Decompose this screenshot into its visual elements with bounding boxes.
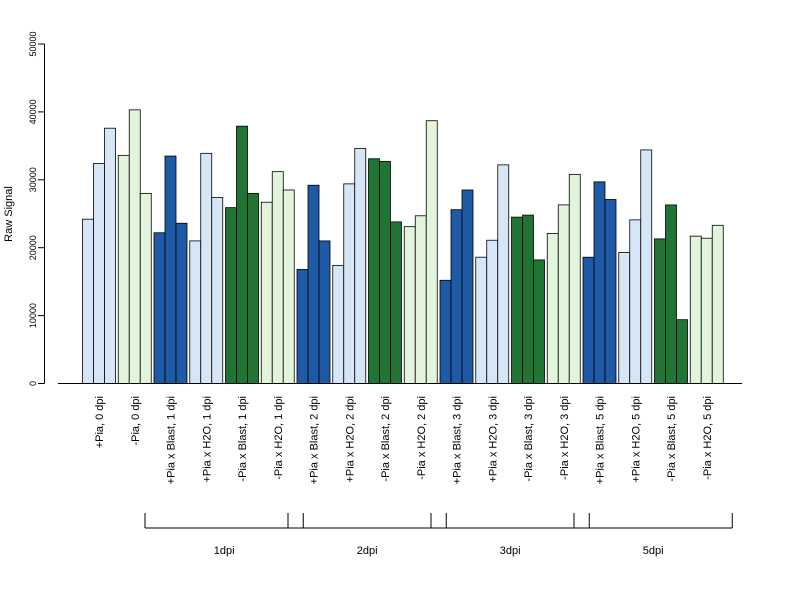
bar xyxy=(307,184,320,384)
x-tick-label: +Pia x Blast, 5 dpi xyxy=(595,396,607,484)
bar xyxy=(139,192,152,384)
x-tick-label: +Pia, 0 dpi xyxy=(94,396,106,448)
bar xyxy=(164,155,177,384)
y-tick-label: 10000 xyxy=(28,303,38,328)
bar xyxy=(629,219,642,384)
bar xyxy=(486,239,499,384)
bar xyxy=(318,240,331,384)
x-tick-label: +Pia x H2O, 1 dpi xyxy=(201,396,213,483)
x-tick-label: +Pia x H2O, 5 dpi xyxy=(630,396,642,483)
day-group-label: 2dpi xyxy=(357,545,378,557)
bar xyxy=(82,218,94,384)
bar xyxy=(343,183,356,384)
bar xyxy=(522,214,534,384)
bar xyxy=(379,161,391,384)
x-tick-label: -Pia, 0 dpi xyxy=(130,396,142,446)
x-tick-label: -Pia x H2O, 2 dpi xyxy=(416,396,428,480)
y-tick-label: 0 xyxy=(28,381,38,386)
bar xyxy=(414,215,427,384)
x-tick-label: +Pia x Blast, 3 dpi xyxy=(452,396,464,484)
bar xyxy=(296,269,309,384)
bar xyxy=(189,240,202,384)
day-group-label: 5dpi xyxy=(643,545,664,557)
y-axis: 0 10000 20000 30000 40000 50000 xyxy=(28,31,45,386)
x-tick-label: -Pia x H2O, 3 dpi xyxy=(559,396,571,480)
bar xyxy=(654,238,666,384)
bar xyxy=(568,173,581,384)
bar xyxy=(200,152,213,384)
bar xyxy=(271,171,284,384)
bar xyxy=(497,164,510,384)
bar xyxy=(676,319,688,384)
bar xyxy=(461,189,474,384)
x-tick-label: -Pia x H2O, 5 dpi xyxy=(702,396,714,480)
bar xyxy=(582,256,595,384)
bar xyxy=(475,256,488,384)
bar xyxy=(700,237,713,384)
x-tick-label: +Pia x Blast, 1 dpi xyxy=(166,396,178,484)
bar xyxy=(640,149,653,384)
day-group-label: 3dpi xyxy=(500,545,521,557)
bar xyxy=(128,109,141,384)
x-tick-label: +Pia x H2O, 2 dpi xyxy=(344,396,356,483)
x-tick-label: -Pia x Blast, 3 dpi xyxy=(523,396,535,482)
x-tick-label: -Pia x Blast, 1 dpi xyxy=(237,396,249,482)
bar xyxy=(450,209,463,384)
bar xyxy=(689,235,702,384)
bar xyxy=(354,148,367,384)
bar xyxy=(211,197,224,384)
bar xyxy=(665,204,677,384)
x-tick-label: +Pia x Blast, 2 dpi xyxy=(309,396,321,484)
bar xyxy=(711,224,724,384)
y-tick-label: 30000 xyxy=(28,167,38,192)
bar xyxy=(533,259,545,384)
bar xyxy=(618,252,631,384)
x-tick-label: +Pia x H2O, 3 dpi xyxy=(487,396,499,483)
bars xyxy=(82,109,724,384)
y-tick-label: 50000 xyxy=(28,31,38,56)
bar xyxy=(117,154,130,384)
bar xyxy=(175,222,188,384)
y-tick-label: 40000 xyxy=(28,99,38,124)
bar xyxy=(236,125,248,384)
y-axis-label: Raw Signal xyxy=(3,186,15,242)
day-group-label: 1dpi xyxy=(214,545,235,557)
bar xyxy=(282,189,295,384)
bar xyxy=(593,181,606,384)
bar xyxy=(403,226,416,384)
x-tick-label: -Pia x H2O, 1 dpi xyxy=(273,396,285,480)
bar xyxy=(153,232,166,384)
bar xyxy=(546,233,559,384)
x-tick-label: -Pia x Blast, 5 dpi xyxy=(666,396,678,482)
bar xyxy=(332,264,345,384)
bar xyxy=(225,207,237,384)
bar xyxy=(368,158,380,384)
bar xyxy=(511,216,523,384)
bar xyxy=(260,201,273,384)
bar xyxy=(425,120,438,384)
bar xyxy=(247,192,259,384)
x-tick-labels: +Pia, 0 dpi -Pia, 0 dpi +Pia x Blast, 1 dp… xyxy=(94,396,714,484)
bar xyxy=(557,204,570,384)
bar xyxy=(104,127,116,384)
bar xyxy=(604,199,617,384)
bar xyxy=(439,279,452,384)
day-group-brackets: 1dpi 2dpi 3dpi 5dpi xyxy=(144,513,733,557)
x-tick-label: -Pia x Blast, 2 dpi xyxy=(380,396,392,482)
bar xyxy=(390,221,402,384)
bar xyxy=(93,163,105,384)
y-tick-label: 20000 xyxy=(28,235,38,260)
